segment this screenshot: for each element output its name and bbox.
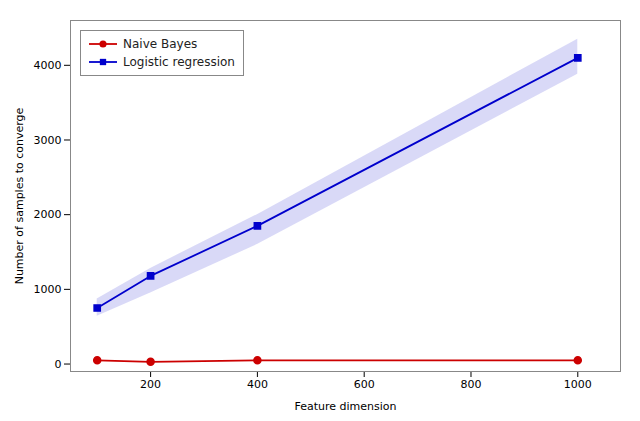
html-text:Naive Bayes: Naive Bayes [123,37,198,51]
svg-text:2000: 2000 [34,208,62,221]
svg-text:600: 600 [354,378,375,391]
svg-text:1000: 1000 [564,378,592,391]
svg-text:800: 800 [460,378,481,391]
svg-text:0: 0 [55,358,62,371]
svg-text:Feature dimension: Feature dimension [294,400,396,413]
html-text:Logistic regression: Logistic regression [123,55,235,69]
svg-text:400: 400 [247,378,268,391]
svg-text:Number of samples to converge: Number of samples to converge [13,107,26,284]
svg-text:3000: 3000 [34,134,62,147]
svg-text:4000: 4000 [34,59,62,72]
svg-text:1000: 1000 [34,283,62,296]
svg-text:200: 200 [140,378,161,391]
